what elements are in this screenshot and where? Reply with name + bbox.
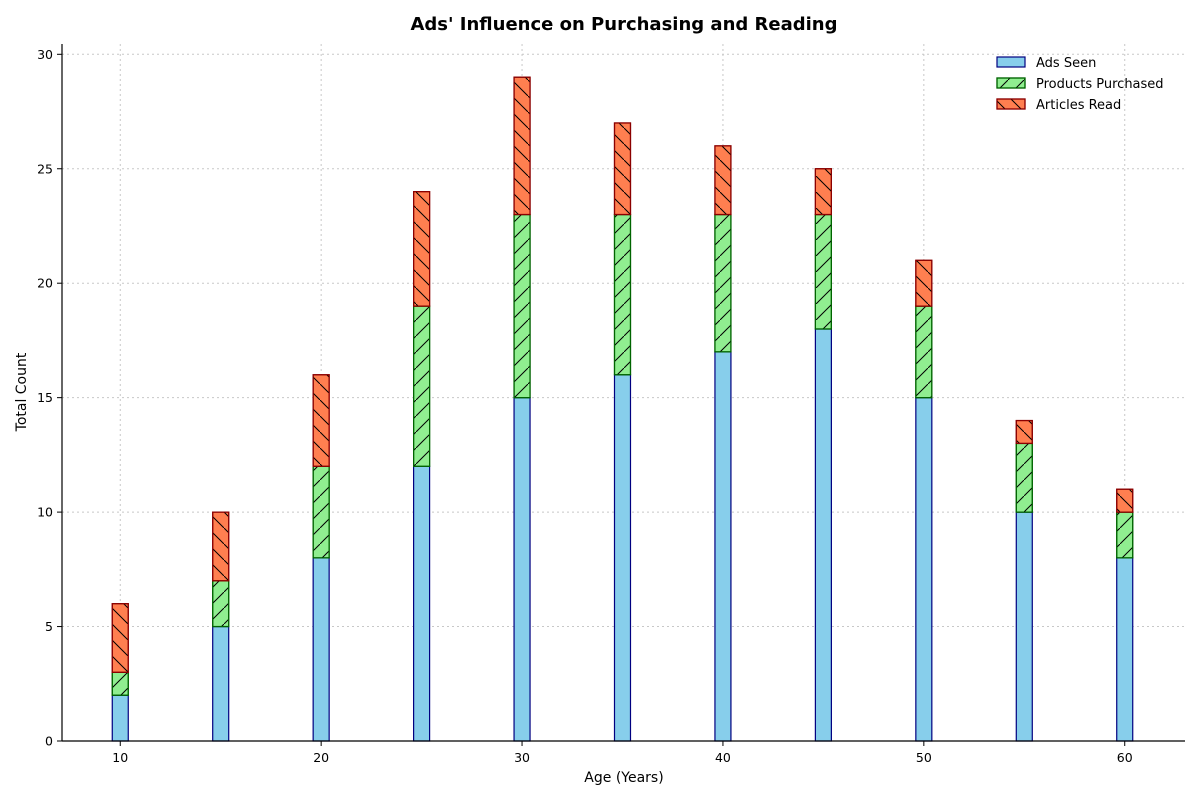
- bar-products-purchased-age-60-hatch: [1116, 511, 1134, 559]
- y-tick-label: 0: [45, 734, 53, 749]
- y-tick-label: 5: [45, 619, 53, 634]
- bar-articles-read-age-40-hatch: [714, 145, 732, 216]
- bar-ads-seen-age-30: [513, 397, 531, 742]
- bar-products-purchased-age-20-hatch: [312, 465, 330, 559]
- bar-products-purchased-age-10-hatch: [111, 671, 129, 696]
- y-tick-label: 25: [37, 161, 53, 176]
- bar-products-purchased-age-45-hatch: [814, 213, 832, 330]
- bar-ads-seen-age-15: [212, 625, 230, 742]
- x-axis-label: Age (Years): [584, 770, 663, 786]
- bar-articles-read-age-30-hatch: [513, 76, 531, 216]
- bar-ads-seen-age-10: [111, 694, 129, 742]
- bar-products-purchased-age-50-hatch: [915, 305, 933, 399]
- axes: 0 5 10 15 20 25 30 10 20 30 40 50 60: [37, 44, 1185, 765]
- y-tick-label: 30: [37, 47, 53, 62]
- bar-articles-read-age-15-hatch: [212, 511, 230, 582]
- x-tick-label: 60: [1117, 750, 1133, 765]
- legend-swatch-hatch-articles-read: [996, 98, 1026, 110]
- x-tick-label: 20: [313, 750, 329, 765]
- bar-products-purchased-age-35-hatch: [613, 213, 632, 376]
- x-tick-label: 40: [715, 750, 731, 765]
- legend: Ads Seen Products Purchased Articles Read: [996, 56, 1164, 113]
- bar-ads-seen-age-35: [613, 374, 632, 742]
- legend-label-articles-read: Articles Read: [1036, 98, 1121, 113]
- bar-ads-seen-age-60: [1116, 557, 1134, 742]
- bar-ads-seen-age-50: [915, 397, 933, 742]
- chart-title: Ads' Influence on Purchasing and Reading: [410, 14, 837, 35]
- bar-articles-read-age-45-hatch: [814, 168, 832, 216]
- x-tick-label: 10: [112, 750, 128, 765]
- bar-products-purchased-age-55-hatch: [1015, 442, 1033, 513]
- bar-products-purchased-age-15-hatch: [212, 580, 230, 628]
- bar-articles-read-age-60-hatch: [1116, 488, 1134, 513]
- bar-ads-seen-age-25: [413, 465, 431, 742]
- y-axis-label: Total Count: [14, 352, 30, 432]
- bar-ads-seen-age-55: [1015, 511, 1033, 742]
- bar-products-purchased-age-25-hatch: [413, 305, 431, 467]
- bar-products-purchased-age-40-hatch: [714, 213, 732, 353]
- bar-products-purchased-age-30-hatch: [513, 213, 531, 399]
- y-tick-label: 10: [37, 505, 53, 520]
- x-tick-label: 50: [916, 750, 932, 765]
- bars-group: [111, 76, 1134, 742]
- bar-articles-read-age-55-hatch: [1015, 419, 1033, 445]
- bar-articles-read-age-35-hatch: [613, 122, 632, 216]
- y-tick-label: 15: [37, 390, 53, 405]
- legend-swatch-ads-seen: [996, 56, 1026, 68]
- legend-label-ads-seen: Ads Seen: [1036, 56, 1096, 71]
- legend-swatch-hatch-products-purchased: [996, 77, 1026, 89]
- bar-articles-read-age-25-hatch: [413, 191, 431, 307]
- bar-articles-read-age-20-hatch: [312, 374, 330, 467]
- x-tick-label: 30: [514, 750, 530, 765]
- y-tick-label: 20: [37, 276, 53, 291]
- bar-ads-seen-age-40: [714, 351, 732, 742]
- bar-articles-read-age-50-hatch: [915, 259, 933, 307]
- bar-articles-read-age-10-hatch: [111, 603, 129, 673]
- legend-label-products-purchased: Products Purchased: [1036, 77, 1164, 92]
- bar-ads-seen-age-45: [814, 328, 832, 742]
- bar-ads-seen-age-20: [312, 557, 330, 742]
